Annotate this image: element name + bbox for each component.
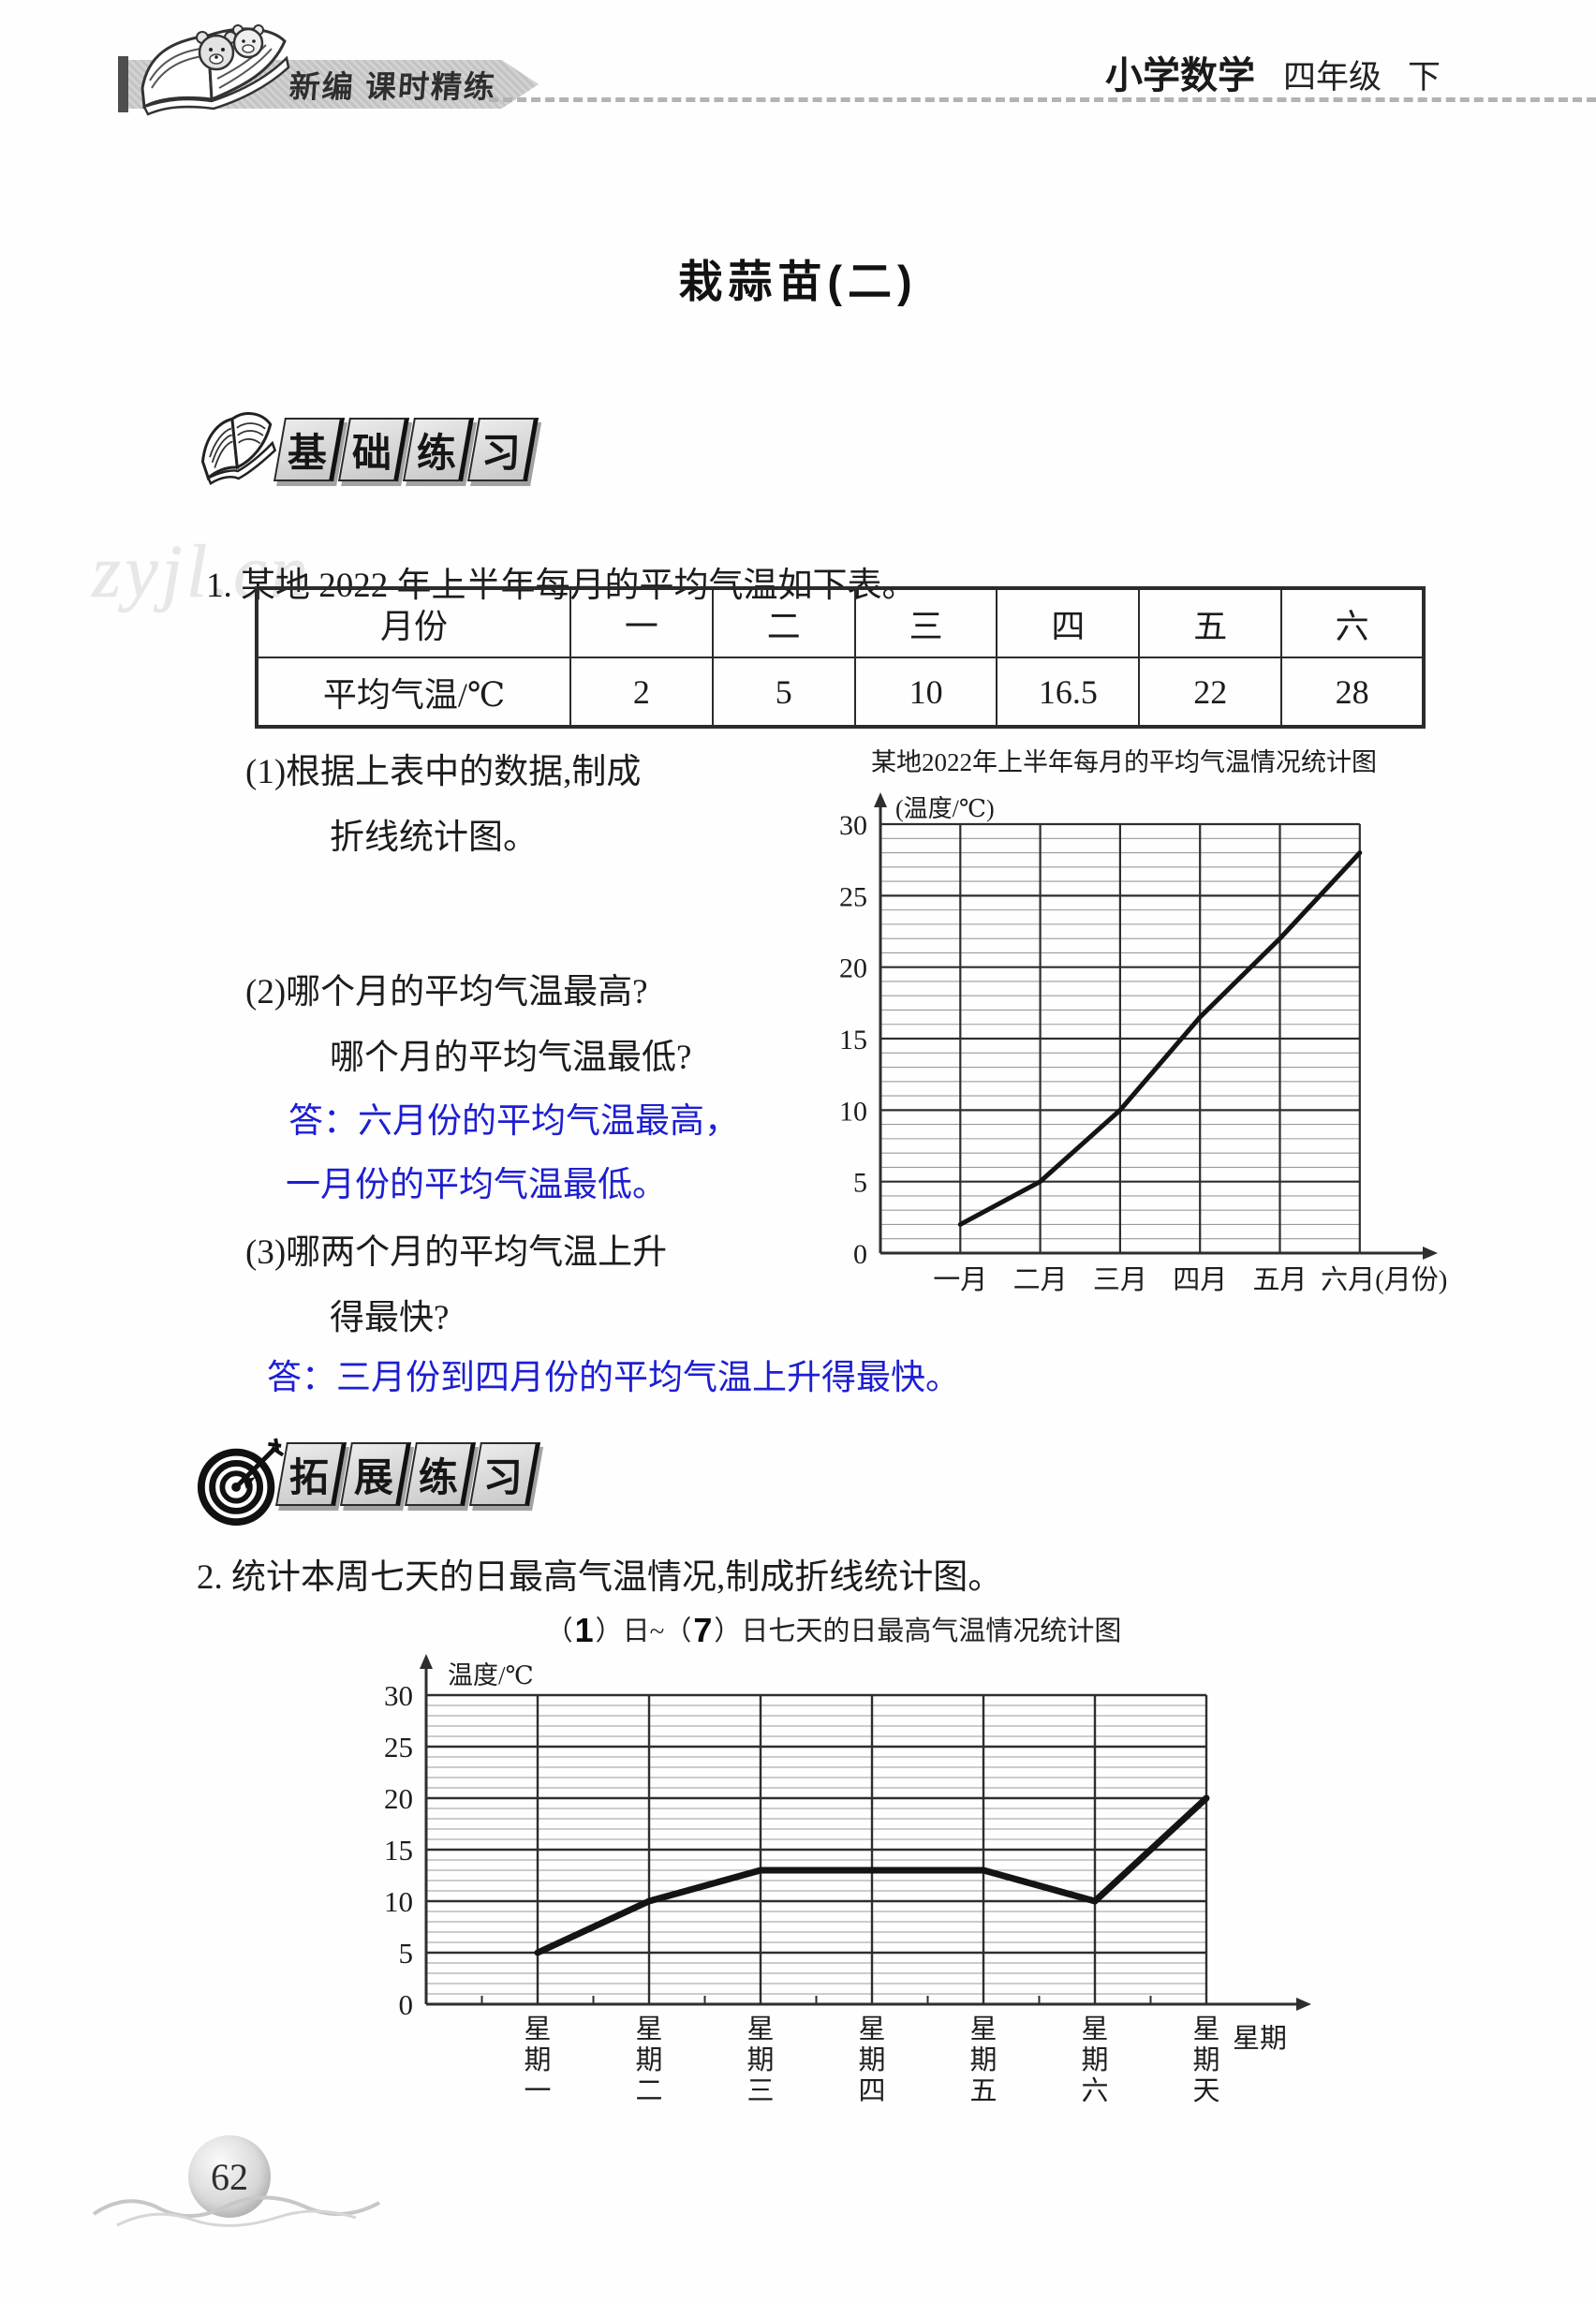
sub-question-2: (2)哪个月的平均气温最高?	[245, 973, 648, 1011]
sub-question-1-line2: 折线统计图。	[330, 819, 538, 857]
table-row: 平均气温/℃ 2 5 10 16.5 22 28	[256, 657, 1425, 728]
section-basic-practice: 基 础 练 习	[273, 418, 539, 481]
svg-text:25: 25	[839, 881, 867, 912]
table-cell: 2	[569, 657, 714, 728]
badge-tile: 习	[469, 1442, 540, 1506]
table-row: 月份 一 二 三 四 五 六	[256, 587, 1425, 658]
header-subject: 小学数学	[1105, 55, 1255, 96]
sub-question-3: (3)哪两个月的平均气温上升	[245, 1233, 668, 1272]
svg-text:30: 30	[839, 810, 867, 841]
svg-text:5: 5	[399, 1937, 414, 1970]
page-number: 62	[211, 2155, 248, 2198]
svg-text:星期六: 星期六	[1081, 2014, 1108, 2106]
svg-text:(温度/℃): (温度/℃)	[895, 795, 995, 822]
sub-question-1: (1)根据上表中的数据,制成	[245, 753, 642, 791]
table-cell: 三	[853, 587, 998, 658]
answer-3: 答：三月份到四月份的平均气温上升得最快。	[267, 1359, 960, 1397]
table-header-months: 月份	[256, 587, 571, 658]
svg-text:30: 30	[384, 1679, 413, 1712]
svg-text:温度/℃: 温度/℃	[448, 1661, 534, 1690]
sub-question-3-line2: 得最快?	[330, 1299, 450, 1337]
svg-text:星期天: 星期天	[1192, 2014, 1219, 2106]
footer-wave-decoration	[92, 2195, 380, 2227]
page-number-ball: 62	[188, 2135, 271, 2218]
table-cell: 5	[711, 657, 856, 728]
svg-text:六月(月份): 六月(月份)	[1321, 1264, 1447, 1295]
question-2-text: 统计本周七天的日最高气温情况,制成折线统计图。	[231, 1558, 1003, 1597]
svg-text:10: 10	[384, 1885, 413, 1918]
svg-text:星期一: 星期一	[524, 2014, 551, 2106]
page-title: 栽蒜苗(二)	[678, 257, 918, 306]
header-volume: 下	[1408, 59, 1441, 96]
question-2-number: 2.	[197, 1558, 223, 1597]
table-cell: 22	[1138, 657, 1283, 728]
badge-tile: 展	[340, 1442, 411, 1506]
dart-target-icon	[197, 1438, 285, 1527]
svg-text:星期五: 星期五	[969, 2014, 997, 2106]
badge-tile: 拓	[275, 1442, 347, 1506]
svg-text:三月: 三月	[1093, 1265, 1147, 1295]
table-cell: 一	[569, 587, 714, 658]
answer-2-line2: 一月份的平均气温最低。	[286, 1166, 667, 1204]
svg-text:星期四: 星期四	[858, 2014, 885, 2106]
svg-text:15: 15	[384, 1834, 413, 1867]
table-cell: 四	[996, 587, 1141, 658]
filled-end-day: 7	[693, 1611, 713, 1649]
temperature-table: 月份 一 二 三 四 五 六 平均气温/℃ 2 5 10 16.5 22 28	[255, 586, 1426, 729]
badge-tile: 练	[403, 418, 474, 481]
answer-2-line1: 答：六月份的平均气温最高，	[288, 1102, 739, 1141]
header-edition: 小学数学 四年级 下	[1105, 45, 1499, 99]
badge-tile: 习	[467, 418, 539, 481]
svg-text:星期: 星期	[1233, 2024, 1287, 2054]
svg-text:20: 20	[839, 953, 867, 984]
table-cell: 16.5	[996, 657, 1141, 728]
line-chart-monthly-avg-temperature: 0 5 10 15 20 25 30 (温度/℃) 一月 二月 三月 四月 五月 六月(月份)	[839, 792, 1447, 1295]
badge-tile: 练	[405, 1442, 476, 1506]
chart2-title: （1）日~（7）日七天的日最高气温情况统计图	[545, 1611, 1122, 1649]
svg-text:四月: 四月	[1173, 1265, 1227, 1295]
svg-text:五月: 五月	[1252, 1265, 1307, 1295]
table-cell: 二	[711, 587, 856, 658]
table-cell: 五	[1138, 587, 1283, 658]
svg-text:星期三: 星期三	[746, 2014, 774, 2106]
svg-text:二月: 二月	[1013, 1265, 1068, 1295]
open-book-icon	[200, 412, 277, 485]
table-cell: 28	[1280, 657, 1425, 728]
header-divider	[489, 97, 1596, 102]
sub-question-2-line2: 哪个月的平均气温最低?	[330, 1039, 692, 1077]
svg-text:5: 5	[853, 1168, 867, 1199]
filled-start-day: 1	[574, 1611, 594, 1649]
mascot-book-bears-icon	[140, 24, 290, 116]
svg-text:0: 0	[399, 1988, 414, 2021]
section-extend-practice: 拓 展 练 习	[275, 1442, 540, 1506]
question-1-number: 1.	[206, 567, 232, 605]
question-2: 2. 统计本周七天的日最高气温情况,制成折线统计图。	[197, 1548, 1002, 1599]
badge-tile: 基	[273, 418, 345, 481]
svg-text:一月: 一月	[933, 1265, 987, 1295]
table-header-avg-temp: 平均气温/℃	[256, 657, 571, 728]
svg-text:0: 0	[853, 1239, 867, 1270]
svg-text:20: 20	[384, 1782, 413, 1815]
table-cell: 10	[853, 657, 998, 728]
header-grade: 四年级	[1283, 59, 1382, 96]
header-left-bar	[118, 56, 128, 112]
badge-tile: 础	[338, 418, 409, 481]
svg-text:10: 10	[839, 1096, 867, 1127]
svg-text:25: 25	[384, 1731, 413, 1763]
svg-text:15: 15	[839, 1025, 867, 1055]
svg-text:星期二: 星期二	[635, 2014, 662, 2106]
chart1-title: 某地2022年上半年每月的平均气温情况统计图	[871, 748, 1377, 776]
table-cell: 六	[1280, 587, 1425, 658]
